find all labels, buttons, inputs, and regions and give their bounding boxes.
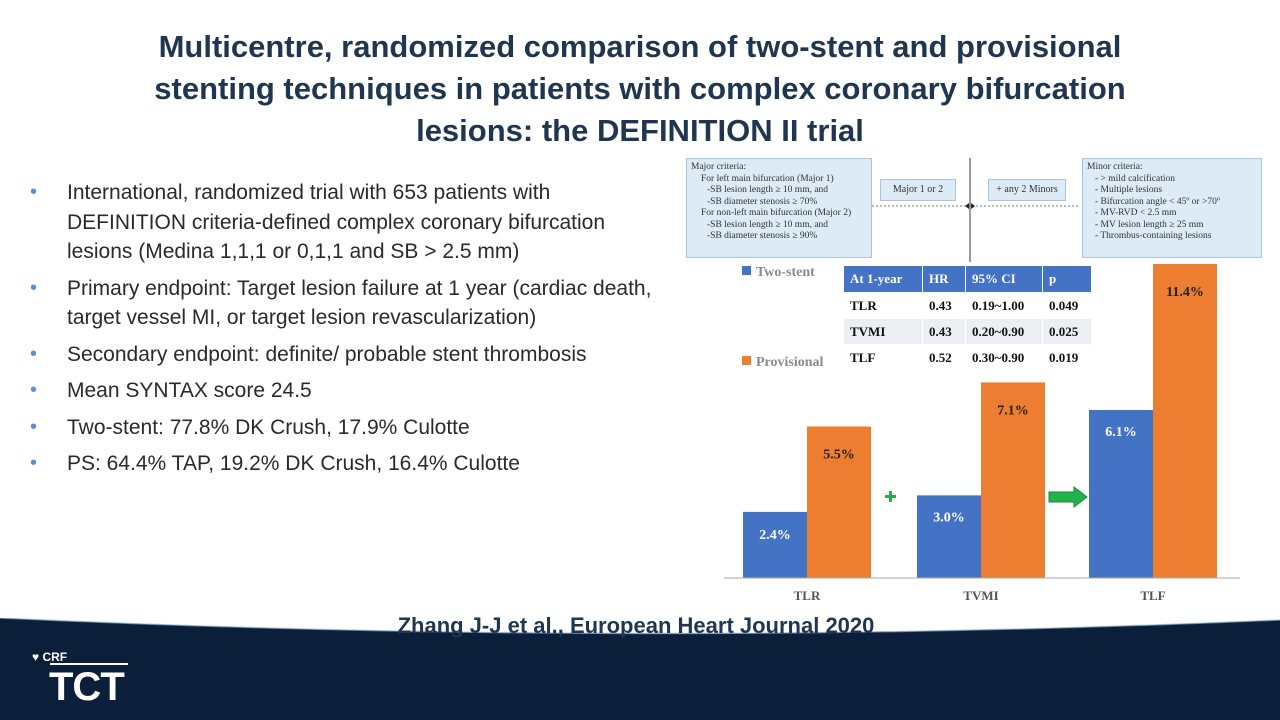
plus-icon — [889, 491, 892, 502]
criteria-line: - MV lesion length ≥ 25 mm — [1095, 219, 1204, 230]
criteria-line: For left main bifurcation (Major 1) — [701, 173, 834, 184]
table-header: At 1-year — [843, 265, 923, 293]
bar-two-stent-tvmi — [917, 495, 981, 578]
x-tick-label: TLF — [1140, 588, 1165, 603]
criteria-line: - Thrombus-containing lesions — [1095, 231, 1212, 241]
bullet-item: Two-stent: 77.8% DK Crush, 17.9% Culotte — [30, 413, 670, 443]
data-label: 5.5% — [823, 448, 855, 463]
legend-label-two-stent: Two-stent — [756, 265, 815, 280]
criteria-line: Major criteria: — [691, 162, 747, 172]
criteria-line: -SB lesion length ≥ 10 mm, and — [707, 219, 829, 230]
table-cell: 0.19~1.00 — [965, 292, 1043, 319]
minor-criteria-box: Minor criteria: - > mild calcification -… — [1082, 158, 1262, 258]
plus-minors-box: + any 2 Minors — [988, 179, 1066, 201]
legend-provisional: Provisional — [742, 355, 823, 371]
tct-logo: TCT — [49, 665, 125, 709]
table-cell: 0.30~0.90 — [965, 344, 1043, 371]
x-tick-label: TLR — [794, 588, 821, 603]
table-row: TVMI 0.43 0.20~0.90 0.025 — [843, 318, 1092, 345]
legend-swatch-two-stent — [742, 266, 751, 275]
table-header: 95% CI — [965, 265, 1043, 293]
table-cell: 0.025 — [1042, 318, 1092, 345]
bar-two-stent-tlr — [743, 511, 807, 578]
table-cell: 0.049 — [1042, 292, 1092, 319]
crf-logo: ♥ CRF — [32, 650, 67, 664]
bullet-item: PS: 64.4% TAP, 19.2% DK Crush, 16.4% Cul… — [30, 449, 670, 479]
bullet-item: Primary endpoint: Target lesion failure … — [30, 274, 670, 333]
criteria-line: -SB diameter stenosis ≥ 70% — [707, 196, 818, 207]
hazard-ratio-table: At 1-year HR 95% CI p TLR 0.43 0.19~1.00… — [843, 265, 1092, 371]
bar-provisional-tlr — [807, 426, 871, 578]
table-header: p — [1042, 265, 1092, 293]
data-label: 6.1% — [1105, 425, 1137, 440]
data-label: 7.1% — [997, 403, 1029, 418]
major-or-box: Major 1 or 2 — [880, 179, 956, 201]
table-header-row: At 1-year HR 95% CI p — [843, 265, 1092, 293]
criteria-line: Minor criteria: — [1087, 162, 1143, 172]
bullet-item: Mean SYNTAX score 24.5 — [30, 376, 670, 406]
data-label: 3.0% — [933, 510, 965, 525]
data-label: 11.4% — [1166, 285, 1204, 300]
legend-two-stent: Two-stent — [742, 265, 815, 281]
major-criteria-box: Major criteria: For left main bifurcatio… — [686, 158, 872, 258]
table-cell: 0.52 — [922, 344, 966, 371]
criteria-line: - > mild calcification — [1095, 173, 1176, 184]
right-arrow-icon — [1048, 485, 1088, 509]
legend-swatch-provisional — [742, 356, 751, 365]
table-cell: TLF — [843, 344, 923, 371]
criteria-line: - MV-RVD < 2.5 mm — [1095, 208, 1177, 218]
table-row: TLF 0.52 0.30~0.90 0.019 — [843, 344, 1092, 371]
data-label: 2.4% — [759, 528, 791, 543]
bar-two-stent-tlf — [1089, 409, 1153, 578]
table-header: HR — [922, 265, 966, 293]
table-cell: 0.20~0.90 — [965, 318, 1043, 345]
table-cell: 0.43 — [922, 292, 966, 319]
citation: Zhang J-J et al., European Heart Journal… — [397, 613, 875, 638]
x-tick-label: TVMI — [963, 588, 998, 603]
table-cell: TLR — [843, 292, 923, 319]
logo-divider — [50, 663, 128, 665]
bar-provisional-tlf — [1153, 264, 1217, 578]
table-cell: 0.019 — [1042, 344, 1092, 371]
criteria-line: - Multiple lesions — [1095, 185, 1163, 195]
criteria-line: For non-left main bifurcation (Major 2) — [701, 208, 852, 218]
bar-provisional-tvmi — [981, 382, 1045, 578]
bullet-item: Secondary endpoint: definite/ probable s… — [30, 340, 670, 370]
heart-icon: ♥ — [32, 650, 40, 664]
table-row: TLR 0.43 0.19~1.00 0.049 — [843, 292, 1092, 319]
table-cell: 0.43 — [922, 318, 966, 345]
legend-label-provisional: Provisional — [756, 355, 824, 370]
bullet-list: International, randomized trial with 653… — [30, 178, 670, 486]
crf-logo-text: CRF — [42, 650, 68, 664]
criteria-line: - Bifurcation angle < 45º or >70º — [1095, 196, 1220, 207]
bullet-item: International, randomized trial with 653… — [30, 178, 670, 267]
criteria-line: -SB lesion length ≥ 10 mm, and — [707, 185, 829, 195]
slide-title: Multicentre, randomized comparison of tw… — [154, 29, 1126, 148]
criteria-line: -SB diameter stenosis ≥ 90% — [707, 231, 818, 241]
table-cell: TVMI — [843, 318, 923, 345]
footer-band — [0, 618, 1280, 720]
